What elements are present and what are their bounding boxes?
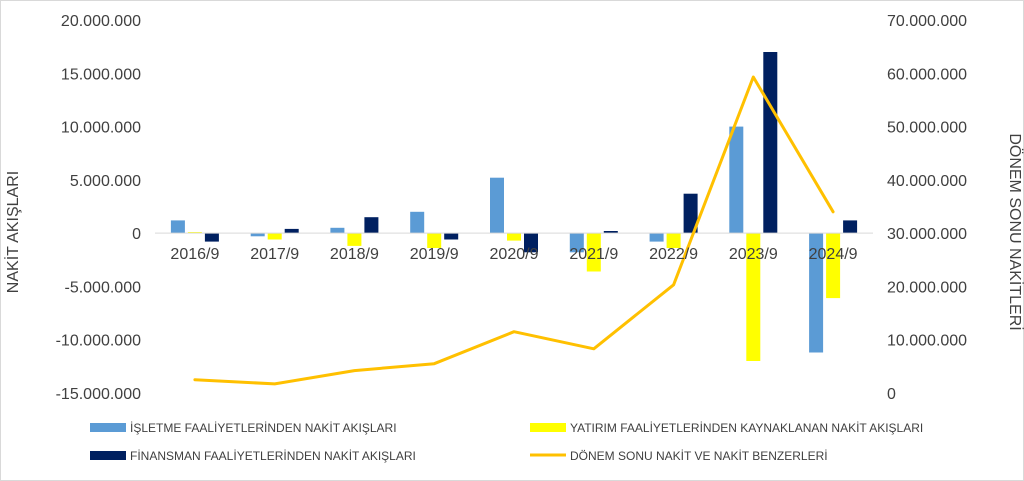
category-label-2021-9: 2021/9 xyxy=(569,246,618,263)
bar-financing-2021-9 xyxy=(603,231,618,234)
left-tick-label: -5.000.000 xyxy=(64,279,141,296)
left-tick-label: 0 xyxy=(132,226,141,243)
right-tick-label: 0 xyxy=(887,386,896,403)
bar-investing-2024-9 xyxy=(826,233,841,299)
legend-label-financing: FİNANSMAN FAALİYETLERİNDEN NAKİT AKIŞLAR… xyxy=(130,449,416,463)
legend-swatch-operating xyxy=(90,423,126,432)
legend-swatch-investing xyxy=(530,423,566,432)
bar-investing-2020-9 xyxy=(507,233,521,241)
bar-investing-2021-9 xyxy=(586,233,601,272)
line-layer xyxy=(193,75,835,386)
bar-investing-2017-9 xyxy=(267,233,282,240)
left-axis-title: NAKİT AKIŞLARI xyxy=(3,171,22,293)
left-tick-label: 20.000.000 xyxy=(61,13,141,30)
bars-layer xyxy=(155,52,873,361)
right-axis-ticks: 70.000.000 60.000.000 50.000.000 40.000.000… xyxy=(887,13,967,403)
category-labels: 2016/9 2017/9 2018/9 2019/9 2020/9 2021/9 2022… xyxy=(170,246,857,263)
bar-investing-2018-9 xyxy=(347,233,362,246)
left-tick-label: 5.000.000 xyxy=(70,173,141,190)
bar-operating-2020-9 xyxy=(490,177,504,234)
bar-operating-2017-9 xyxy=(250,233,265,237)
left-axis-ticks: 20.000.000 15.000.000 10.000.000 5.000.000 0… xyxy=(56,13,142,403)
bar-financing-2019-9 xyxy=(444,233,459,240)
left-tick-label: 15.000.000 xyxy=(61,66,141,83)
bar-financing-2020-9 xyxy=(524,233,538,253)
legend-item-period-end-cash: DÖNEM SONU NAKİT VE NAKİT BENZERLERİ xyxy=(530,449,828,463)
category-label-2023-9: 2023/9 xyxy=(729,246,778,263)
legend-item-financing: FİNANSMAN FAALİYETLERİNDEN NAKİT AKIŞLAR… xyxy=(90,449,416,463)
bar-operating-2018-9 xyxy=(330,227,345,234)
bar-investing-2019-9 xyxy=(427,233,442,248)
legend-item-investing: YATIRIM FAALİYETLERİNDEN KAYNAKLANAN NAK… xyxy=(530,421,923,435)
right-tick-label: 50.000.000 xyxy=(887,120,967,137)
right-tick-label: 40.000.000 xyxy=(887,173,967,190)
legend-label-investing: YATIRIM FAALİYETLERİNDEN KAYNAKLANAN NAK… xyxy=(570,421,923,435)
bar-operating-2019-9 xyxy=(410,211,425,234)
category-label-2016-9: 2016/9 xyxy=(170,246,219,263)
legend-label-period-end-cash: DÖNEM SONU NAKİT VE NAKİT BENZERLERİ xyxy=(570,449,828,463)
left-tick-label: -10.000.000 xyxy=(56,333,142,350)
bar-operating-2022-9 xyxy=(649,233,664,242)
bar-operating-2023-9 xyxy=(729,126,744,234)
bar-operating-2016-9 xyxy=(170,220,185,234)
legend-item-operating: İŞLETME FAALİYETLERİNDEN NAKİT AKIŞLARI xyxy=(90,421,397,435)
right-tick-label: 60.000.000 xyxy=(887,66,967,83)
left-tick-label: 10.000.000 xyxy=(61,120,141,137)
category-label-2022-9: 2022/9 xyxy=(649,246,698,263)
right-tick-label: 30.000.000 xyxy=(887,226,967,243)
bar-investing-2022-9 xyxy=(666,233,681,248)
left-tick-label: -15.000.000 xyxy=(56,386,142,403)
bar-financing-2016-9 xyxy=(204,233,219,242)
right-axis-title: DÖNEM SONU NAKİTLERİ xyxy=(1006,133,1024,330)
legend-label-operating: İŞLETME FAALİYETLERİNDEN NAKİT AKIŞLARI xyxy=(130,421,397,435)
category-label-2019-9: 2019/9 xyxy=(410,246,459,263)
category-label-2020-9: 2020/9 xyxy=(490,246,539,263)
legend: İŞLETME FAALİYETLERİNDEN NAKİT AKIŞLARI … xyxy=(90,421,923,463)
bar-financing-2022-9 xyxy=(683,193,698,234)
category-label-2024-9: 2024/9 xyxy=(809,246,858,263)
category-label-2018-9: 2018/9 xyxy=(330,246,379,263)
category-label-2017-9: 2017/9 xyxy=(250,246,299,263)
right-tick-label: 70.000.000 xyxy=(887,13,967,30)
right-tick-label: 20.000.000 xyxy=(887,279,967,296)
bar-financing-2018-9 xyxy=(364,217,379,234)
legend-swatch-financing xyxy=(90,451,126,460)
bar-financing-2017-9 xyxy=(284,228,299,234)
bar-financing-2023-9 xyxy=(763,52,778,234)
right-tick-label: 10.000.000 xyxy=(887,333,967,350)
bar-operating-2024-9 xyxy=(809,233,824,353)
bar-financing-2024-9 xyxy=(843,220,858,234)
bar-investing-2023-9 xyxy=(746,233,761,361)
bar-operating-2021-9 xyxy=(569,233,584,253)
